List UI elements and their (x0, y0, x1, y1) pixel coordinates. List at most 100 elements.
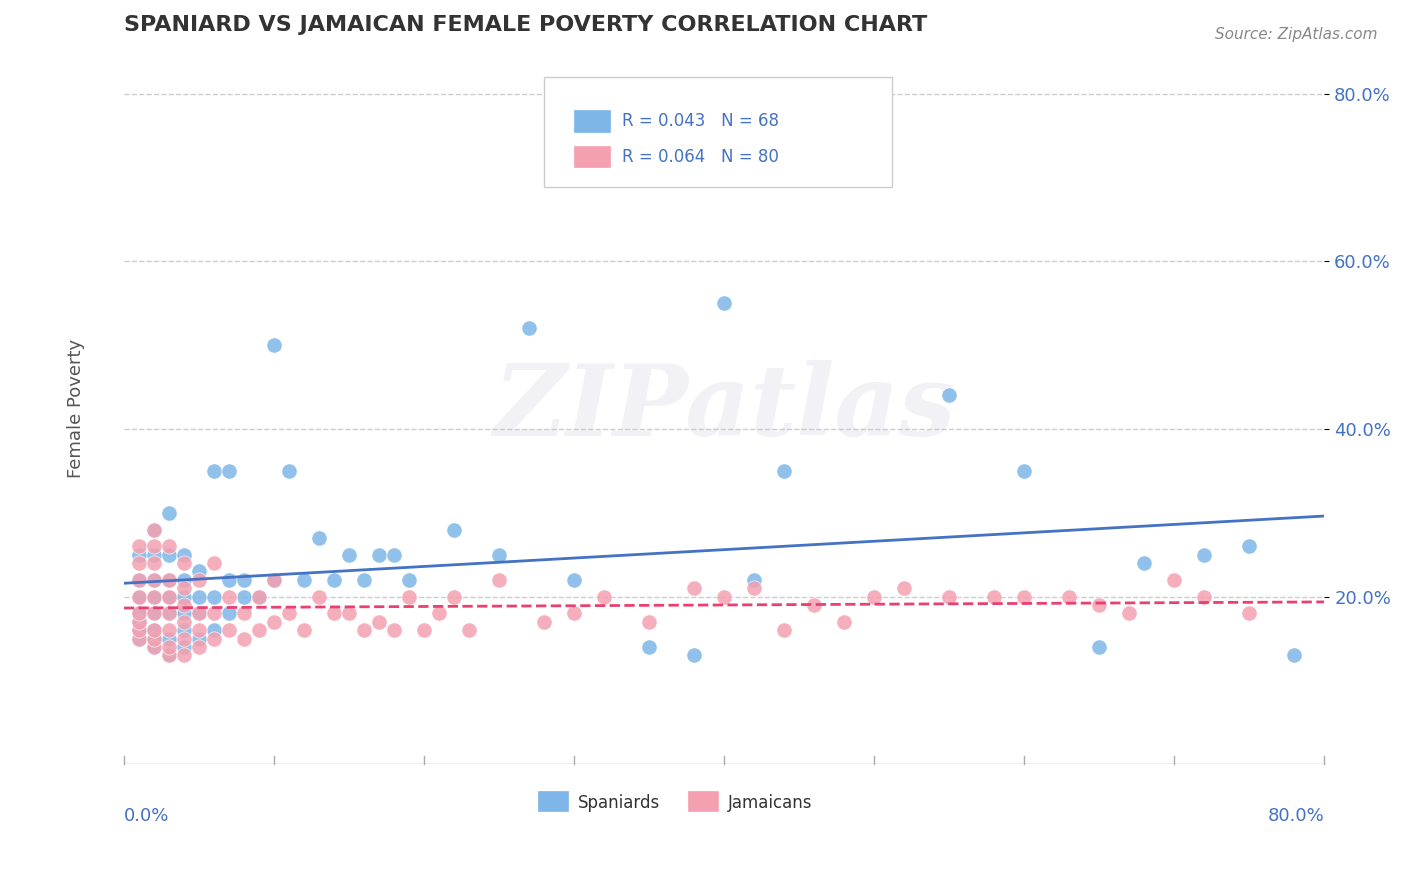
Point (533, 615, 555, 629)
Point (202, 590, 225, 604)
Point (187, 607, 209, 621)
Point (173, 640, 195, 654)
Point (142, 607, 165, 621)
Point (263, 573, 285, 587)
Point (398, 590, 420, 604)
Point (142, 623, 165, 637)
Point (187, 632, 209, 646)
Point (398, 573, 420, 587)
Point (562, 607, 585, 621)
Point (292, 623, 315, 637)
Point (368, 615, 391, 629)
Point (173, 590, 195, 604)
Point (157, 648, 180, 663)
Point (202, 607, 225, 621)
Point (713, 590, 735, 604)
Point (1194, 590, 1216, 604)
Point (128, 615, 150, 629)
Point (142, 523, 165, 537)
Point (157, 506, 180, 520)
Point (142, 632, 165, 646)
Bar (538, 790, 568, 811)
Point (1059, 590, 1081, 604)
Point (308, 531, 330, 545)
Point (128, 607, 150, 621)
Point (1239, 539, 1261, 553)
Bar (574, 146, 610, 167)
Point (202, 556, 225, 570)
Point (173, 632, 195, 646)
Point (173, 623, 195, 637)
Point (938, 388, 960, 402)
Point (173, 648, 195, 663)
Point (157, 607, 180, 621)
Point (128, 590, 150, 604)
Point (638, 640, 661, 654)
Point (128, 615, 150, 629)
Point (263, 615, 285, 629)
Point (742, 573, 765, 587)
Point (337, 548, 360, 562)
Point (173, 598, 195, 612)
Point (308, 590, 330, 604)
Point (218, 623, 240, 637)
Point (142, 573, 165, 587)
Point (142, 590, 165, 604)
Point (832, 615, 855, 629)
Point (1088, 598, 1111, 612)
Point (128, 632, 150, 646)
Point (128, 590, 150, 604)
Point (593, 590, 616, 604)
Point (187, 573, 209, 587)
Point (683, 581, 706, 595)
Point (157, 632, 180, 646)
Bar (688, 790, 718, 811)
Point (683, 648, 706, 663)
Point (157, 573, 180, 587)
Point (187, 590, 209, 604)
Point (863, 590, 886, 604)
Point (247, 590, 270, 604)
Point (413, 623, 436, 637)
Point (142, 548, 165, 562)
Text: ZIPatlas: ZIPatlas (494, 359, 955, 457)
Point (173, 581, 195, 595)
Point (173, 607, 195, 621)
Point (323, 607, 346, 621)
Point (263, 338, 285, 352)
Point (157, 648, 180, 663)
Point (157, 590, 180, 604)
Point (1118, 607, 1140, 621)
Point (1194, 548, 1216, 562)
Text: Jamaicans: Jamaicans (728, 795, 813, 813)
Point (218, 464, 240, 478)
Point (157, 539, 180, 553)
Point (427, 607, 450, 621)
Point (353, 573, 375, 587)
Bar (574, 111, 610, 132)
Point (1133, 556, 1156, 570)
Point (323, 573, 346, 587)
Point (128, 548, 150, 562)
Point (742, 581, 765, 595)
Point (157, 640, 180, 654)
Text: R = 0.043   N = 68: R = 0.043 N = 68 (621, 112, 779, 130)
Point (173, 548, 195, 562)
Point (488, 573, 510, 587)
Point (142, 556, 165, 570)
Point (1012, 464, 1035, 478)
Point (142, 640, 165, 654)
Point (218, 573, 240, 587)
Point (277, 464, 299, 478)
Point (1239, 607, 1261, 621)
Text: 80.0%: 80.0% (1268, 807, 1324, 825)
Point (232, 590, 254, 604)
Text: 0.0%: 0.0% (124, 807, 169, 825)
Point (128, 573, 150, 587)
Point (157, 548, 180, 562)
Point (218, 607, 240, 621)
Point (128, 573, 150, 587)
Point (562, 573, 585, 587)
Point (128, 556, 150, 570)
Point (382, 623, 405, 637)
